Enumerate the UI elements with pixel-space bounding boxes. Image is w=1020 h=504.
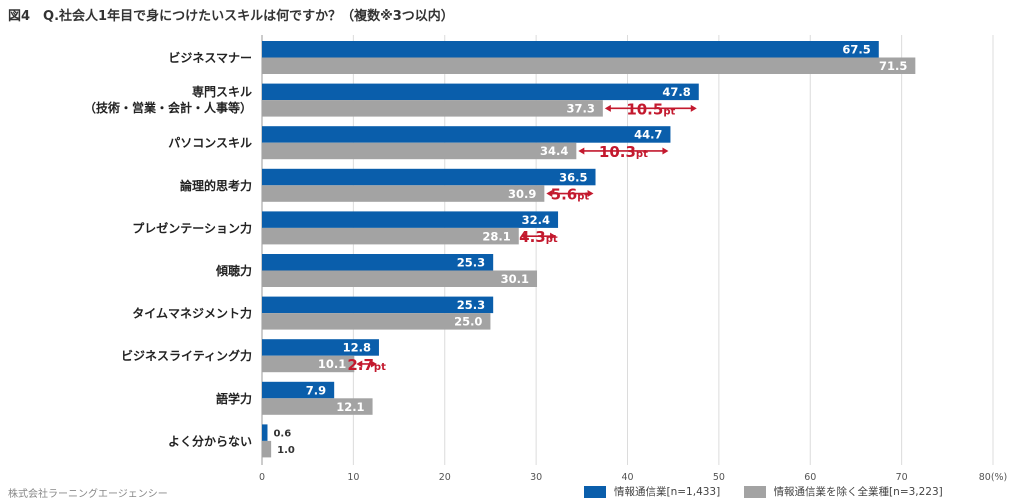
legend-item-primary: 情報通信業[n=1,433]: [584, 484, 720, 499]
bar-primary: [262, 126, 671, 143]
data-label-primary: 47.8: [662, 85, 690, 99]
data-label-primary: 32.4: [522, 213, 550, 227]
diff-label: 2.7pt: [347, 356, 386, 374]
bar-primary: [262, 211, 559, 228]
diff-label: 5.6pt: [551, 186, 590, 204]
x-tick-label: 30: [530, 472, 542, 483]
data-label-secondary: 28.1: [482, 229, 510, 243]
data-label-secondary: 34.4: [540, 144, 568, 158]
diff-arrow-head-right: [690, 104, 697, 112]
category-label: 論理的思考力: [180, 178, 252, 193]
source-credit: 株式会社ラーニングエージェンシー: [8, 489, 168, 500]
bar-secondary: [262, 398, 373, 415]
category-label: よく分からない: [168, 433, 252, 448]
x-tick-label: 70: [896, 472, 908, 483]
data-label-secondary: 30.1: [501, 272, 529, 286]
category-label: 語学力: [216, 391, 252, 406]
data-label-secondary: 71.5: [879, 59, 907, 73]
data-label-secondary: 37.3: [566, 102, 594, 116]
bar-secondary: [262, 227, 519, 245]
data-label-secondary: 12.1: [336, 400, 364, 414]
diff-arrow-head-right: [587, 190, 594, 198]
diff-arrow-head-left: [546, 190, 553, 198]
x-tick-label: 50: [713, 472, 725, 483]
diff-arrow-head-left: [356, 360, 363, 368]
diff-label: 10.5pt: [626, 100, 675, 118]
data-label-primary: 12.8: [343, 341, 371, 355]
data-label-primary: 44.7: [634, 128, 662, 142]
bar-secondary: [262, 57, 916, 74]
data-label-primary: 7.9: [306, 383, 326, 397]
bar-primary: [262, 254, 494, 271]
diff-arrow-head-left: [604, 104, 611, 112]
category-label: 傾聴力: [215, 263, 252, 278]
category-label-sub: （技術・営業・会計・人事等）: [84, 100, 252, 115]
data-label-primary: 25.3: [457, 256, 485, 270]
bar-secondary: [262, 142, 577, 160]
bar-secondary: [262, 355, 355, 373]
bar-primary: [262, 168, 596, 186]
data-label-secondary: 25.0: [454, 315, 482, 329]
data-label-primary: 36.5: [559, 170, 587, 184]
category-label: パソコンスキル: [168, 136, 252, 150]
legend-label-primary: 情報通信業[n=1,433]: [614, 486, 721, 498]
chart-title: 図4 Q.社会人1年目で身につけたいスキルは何ですか？（複数※3つ以内）: [8, 9, 454, 24]
legend: 情報通信業[n=1,433] 情報通信業を除く全業種[n=3,223]: [584, 484, 963, 501]
x-tick-label: 60: [804, 472, 816, 483]
data-label-primary: 67.5: [842, 43, 870, 57]
bar-primary: [262, 381, 335, 399]
legend-swatch-secondary: [743, 485, 766, 498]
legend-item-secondary: 情報通信業を除く全業種[n=3,223]: [743, 484, 943, 499]
data-label-primary: 0.6: [273, 428, 291, 439]
legend-swatch-primary: [584, 485, 606, 498]
data-label-secondary: 1.0: [277, 445, 295, 456]
bar-primary: [262, 339, 379, 356]
x-tick-label: 80(%): [979, 472, 1008, 483]
x-tick-label: 10: [347, 472, 359, 483]
bar-secondary: [262, 100, 603, 117]
bar-primary: [262, 296, 494, 314]
diff-arrow-head-left: [578, 147, 585, 155]
category-label: ビジネスライティング力: [121, 348, 252, 363]
diff-arrow-head-right: [370, 360, 377, 368]
category-label: 専門スキル: [192, 84, 252, 99]
diff-label: 4.3pt: [519, 228, 558, 246]
data-label-primary: 25.3: [457, 298, 485, 312]
bar-primary: [262, 424, 268, 441]
data-label-secondary: 10.1: [318, 357, 346, 371]
x-tick-label: 20: [439, 472, 451, 483]
bar-primary: [262, 41, 879, 58]
bar-secondary: [262, 313, 491, 330]
bar-secondary: [262, 440, 272, 458]
category-label: プレゼンテーション力: [132, 220, 252, 235]
x-tick-label: 40: [621, 472, 633, 483]
diff-arrow-head-left: [520, 232, 527, 240]
data-label-secondary: 30.9: [508, 187, 536, 201]
x-tick-label: 0: [259, 472, 265, 483]
bar-secondary: [262, 185, 545, 202]
diff-arrow-head-right: [662, 147, 669, 155]
category-label: タイムマネジメント力: [132, 306, 252, 321]
bar-primary: [262, 83, 699, 101]
category-label: ビジネスマナー: [168, 50, 252, 65]
diff-arrow-head-right: [550, 232, 557, 240]
bar-secondary: [262, 270, 538, 287]
legend-label-secondary: 情報通信業を除く全業種[n=3,223]: [773, 486, 943, 498]
diff-label: 10.3pt: [599, 143, 648, 161]
